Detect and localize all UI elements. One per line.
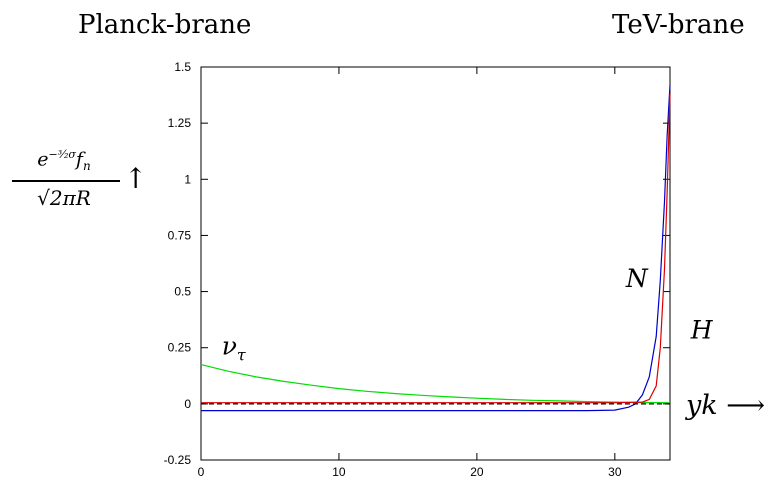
series-group bbox=[200, 84, 671, 412]
y-tick-label: 0.25 bbox=[168, 341, 192, 355]
y-axis-label: e−³⁄₂σfn √2πR ↑ bbox=[8, 148, 148, 218]
y-tick-label: 1.5 bbox=[174, 60, 191, 74]
series-annotation: N bbox=[625, 264, 649, 293]
y-tick-label: -0.25 bbox=[164, 453, 192, 467]
y-tick-label: 1 bbox=[184, 172, 191, 186]
x-tick-label: 30 bbox=[608, 465, 622, 479]
tev-brane-label: TeV-brane bbox=[612, 10, 745, 40]
x-axis-label: yk ⟶ bbox=[686, 390, 765, 421]
y-tick-label: 0.75 bbox=[168, 228, 192, 242]
planck-brane-label: Planck-brane bbox=[78, 10, 252, 40]
y-axis-denominator: √2πR bbox=[37, 186, 91, 210]
axis-ticks: -0.25 0 0.25 0.5 0.75 1 1.25 1.5 0 10 20 30 bbox=[164, 60, 670, 479]
series-annotation: ντ bbox=[222, 331, 247, 364]
y-tick-label: 0.5 bbox=[174, 285, 191, 299]
series-line bbox=[201, 93, 671, 404]
series-line bbox=[200, 364, 671, 404]
y-tick-label: 1.25 bbox=[168, 116, 192, 130]
x-tick-label: 10 bbox=[332, 465, 346, 479]
series-line bbox=[201, 84, 671, 412]
series-annotation: H bbox=[690, 316, 714, 345]
annotations: N Hντ bbox=[222, 264, 714, 364]
y-tick-label: 0 bbox=[184, 397, 191, 411]
up-arrow-icon: ↑ bbox=[124, 162, 148, 195]
fraction-bar bbox=[12, 180, 120, 182]
plot-frame bbox=[200, 66, 671, 461]
x-tick-label: 0 bbox=[198, 465, 205, 479]
y-axis-numerator: e−³⁄₂σfn bbox=[37, 148, 91, 174]
x-tick-label: 20 bbox=[470, 465, 484, 479]
